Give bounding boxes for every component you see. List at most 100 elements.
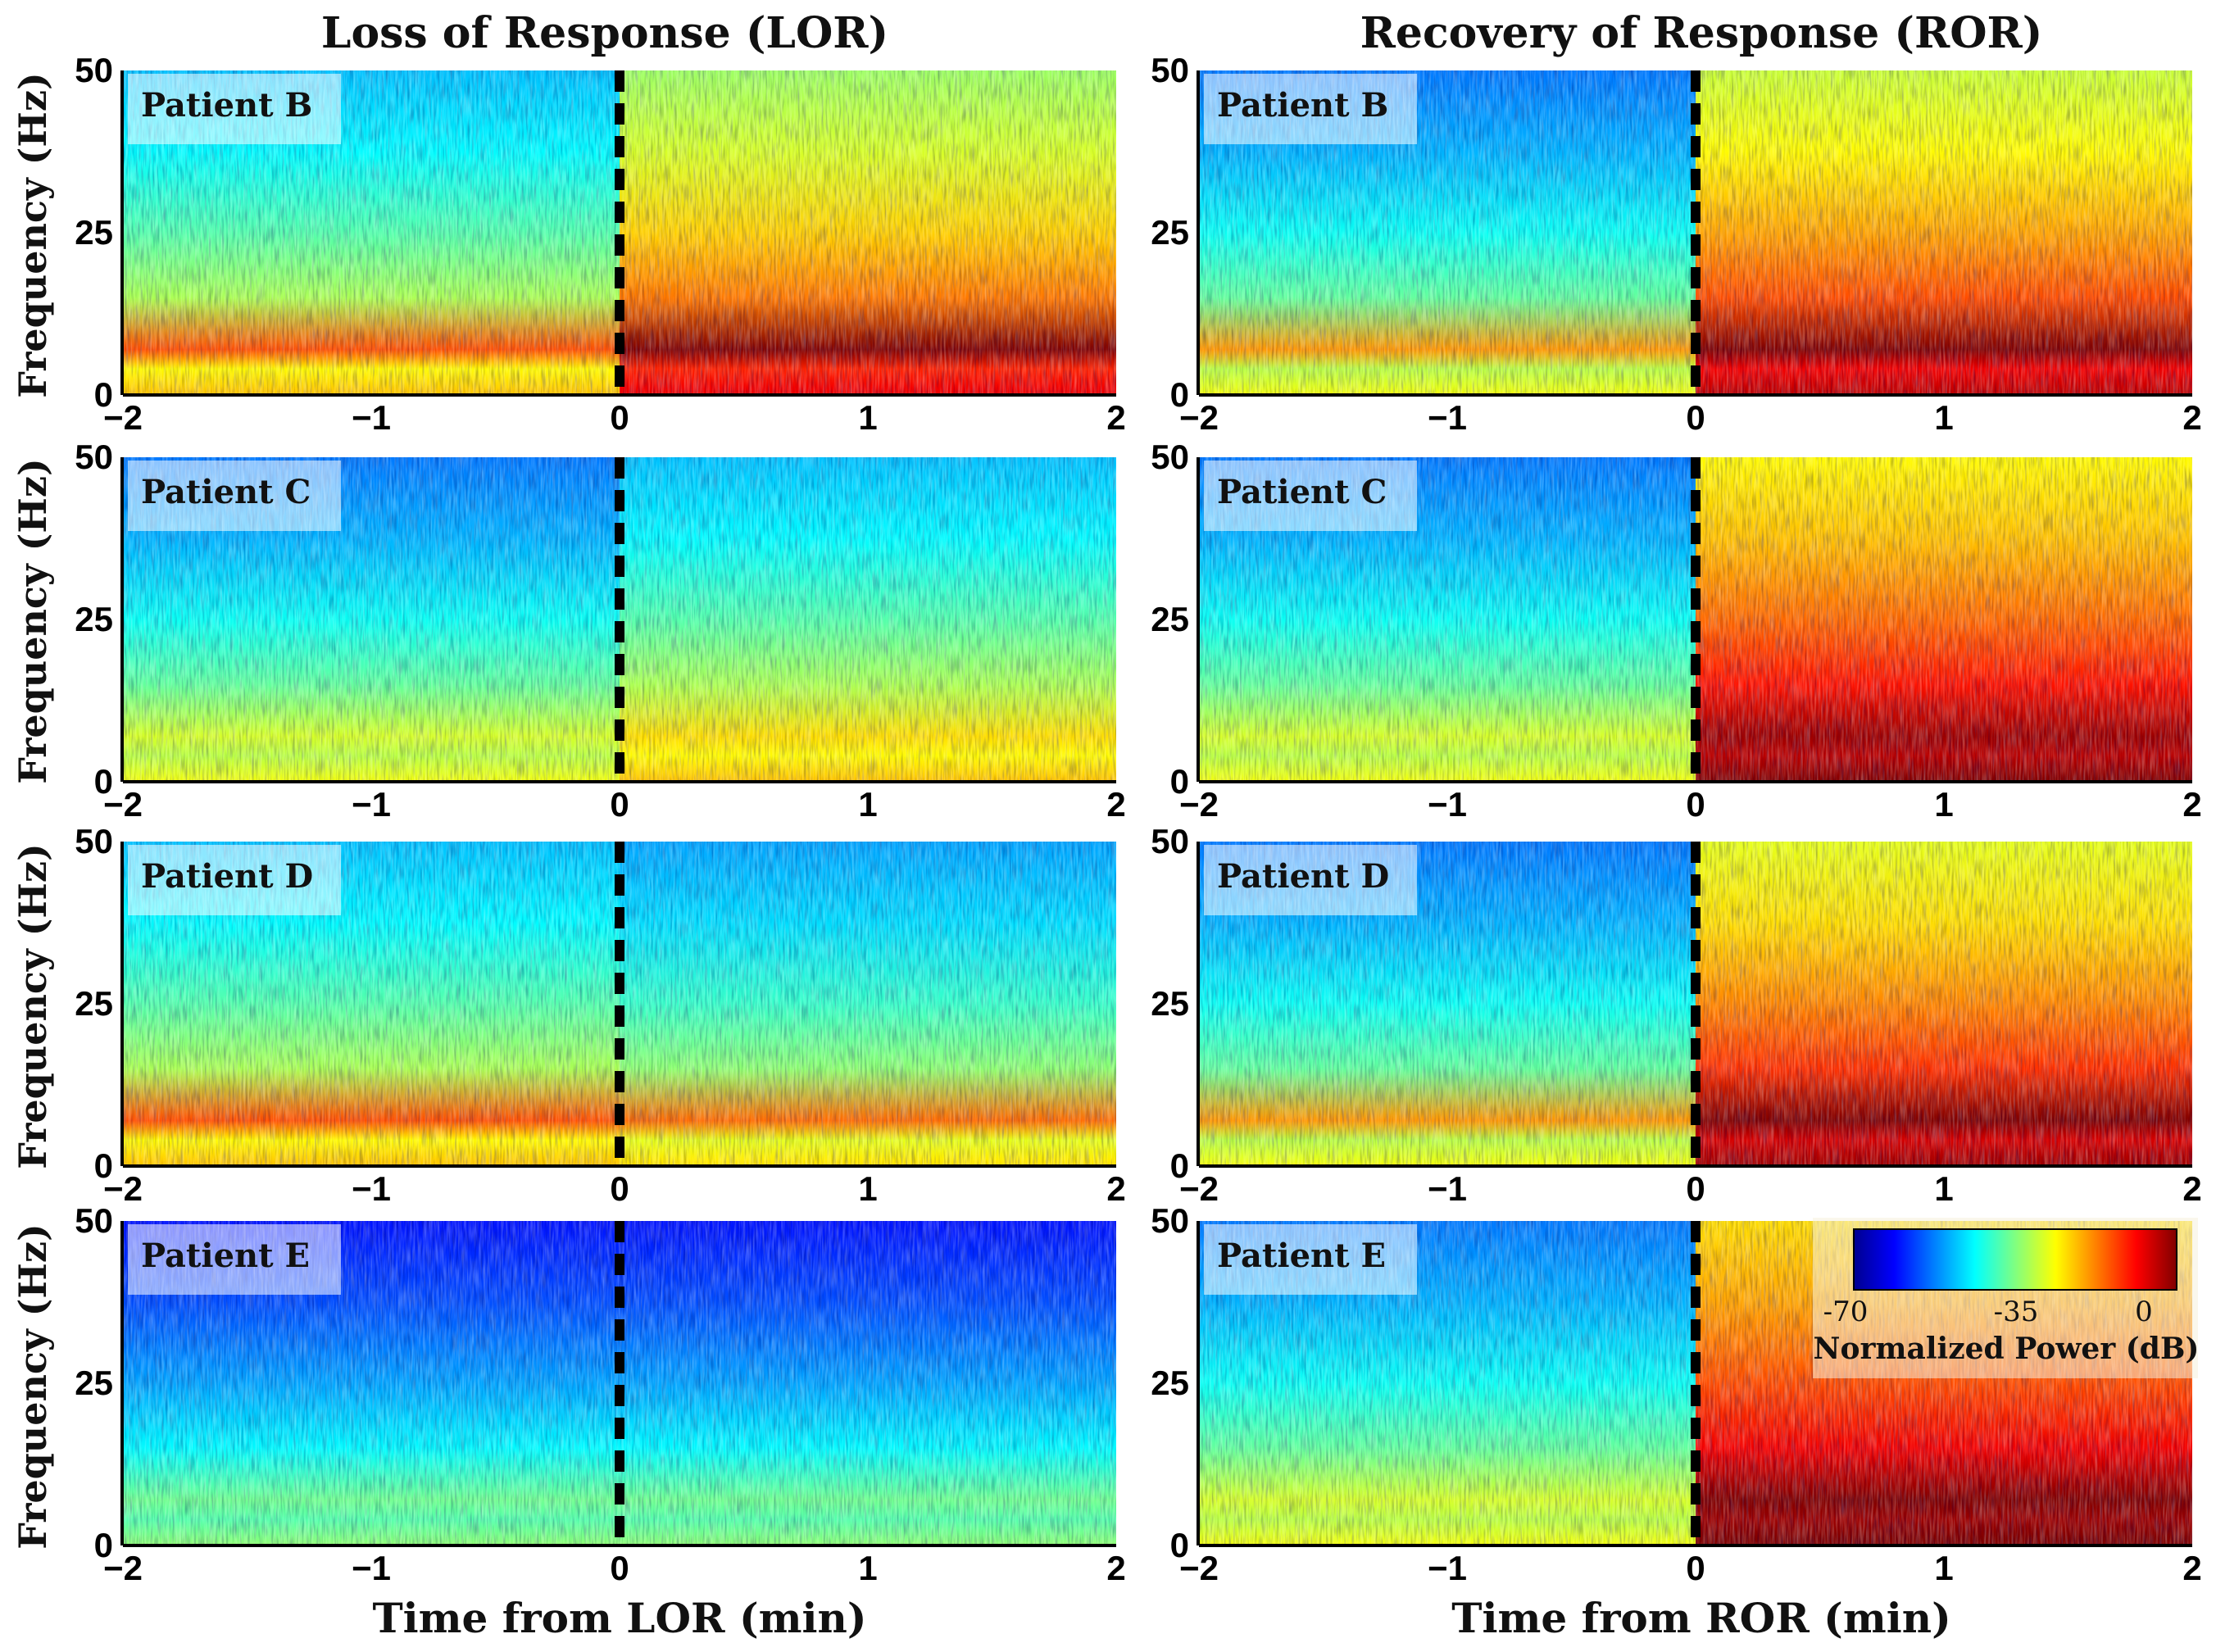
y-axis-line bbox=[120, 70, 124, 395]
x-tick-label: 1 bbox=[858, 1549, 877, 1587]
colorbar-gradient bbox=[1853, 1228, 2177, 1291]
y-tick-label: 25 bbox=[75, 1364, 113, 1402]
y-tick-label: 50 bbox=[1151, 438, 1189, 476]
y-tick-label: 50 bbox=[1151, 1201, 1189, 1240]
panel-patient-e-ror: Patient E 0 25 50 −2 −1 0 1 2 bbox=[1151, 1201, 2201, 1587]
colorbar-title: Normalized Power (dB) bbox=[1814, 1332, 2200, 1366]
colorbar-mid-label: -35 bbox=[1994, 1296, 2039, 1328]
patient-label-patient-d-lor: Patient D bbox=[141, 857, 313, 896]
patient-label-box bbox=[1204, 845, 1417, 915]
panel-patient-c-lor: Patient C 0 25 50 −2 −1 0 1 2 bbox=[75, 438, 1125, 824]
y-axis-line bbox=[120, 1221, 124, 1545]
x-tick-label: −1 bbox=[1428, 1169, 1467, 1208]
x-tick-label: 2 bbox=[2182, 1549, 2201, 1587]
x-axis-line bbox=[1199, 1164, 2192, 1168]
x-tick-label: −2 bbox=[103, 398, 143, 437]
x-tick-label: 0 bbox=[610, 398, 629, 437]
patient-label-patient-d-ror: Patient D bbox=[1217, 857, 1389, 896]
y-tick-label: 0 bbox=[1170, 1526, 1189, 1564]
x-tick-label: −2 bbox=[103, 785, 143, 824]
panel-patient-e-lor: Patient E 0 25 50 −2 −1 0 1 2 bbox=[75, 1201, 1125, 1587]
x-tick-label: −1 bbox=[352, 398, 391, 437]
x-tick-label: 2 bbox=[1106, 398, 1125, 437]
y-tick-label: 50 bbox=[1151, 51, 1189, 89]
y-tick-label: 50 bbox=[75, 822, 113, 860]
x-tick-label: 1 bbox=[1934, 398, 1953, 437]
x-tick-label: 0 bbox=[1686, 1549, 1705, 1587]
ylabel-row-3: Frequency (Hz) bbox=[11, 843, 55, 1169]
x-tick-label: 1 bbox=[858, 785, 877, 824]
y-tick-label: 25 bbox=[1151, 600, 1189, 638]
panel-patient-d-lor: Patient D 0 25 50 −2 −1 0 1 2 bbox=[75, 822, 1125, 1208]
ylabel-row-2: Frequency (Hz) bbox=[11, 458, 55, 784]
y-tick-label: 0 bbox=[94, 375, 113, 414]
left-x-axis-label: Time from LOR (min) bbox=[372, 1594, 866, 1642]
patient-label-patient-e-ror: Patient E bbox=[1217, 1237, 1386, 1275]
y-tick-label: 0 bbox=[1170, 762, 1189, 801]
x-tick-label: 2 bbox=[1106, 1549, 1125, 1587]
x-tick-label: 0 bbox=[1686, 398, 1705, 437]
patient-label-box bbox=[128, 845, 341, 915]
x-tick-label: 0 bbox=[1686, 1169, 1705, 1208]
x-tick-label: 0 bbox=[610, 1169, 629, 1208]
x-tick-label: −2 bbox=[103, 1169, 143, 1208]
y-tick-label: 0 bbox=[94, 1526, 113, 1564]
y-axis-labels: Frequency (Hz) Frequency (Hz) Frequency … bbox=[11, 72, 55, 1550]
x-tick-label: 2 bbox=[2182, 1169, 2201, 1208]
y-tick-label: 25 bbox=[75, 600, 113, 638]
x-tick-label: 0 bbox=[610, 785, 629, 824]
y-tick-label: 50 bbox=[75, 51, 113, 89]
y-tick-label: 50 bbox=[75, 1201, 113, 1240]
x-axis-line bbox=[1199, 780, 2192, 783]
x-tick-label: 2 bbox=[1106, 1169, 1125, 1208]
ylabel-row-4: Frequency (Hz) bbox=[11, 1223, 55, 1550]
patient-label-box bbox=[1204, 1224, 1417, 1295]
y-tick-label: 0 bbox=[94, 1146, 113, 1185]
patient-label-patient-b-ror: Patient B bbox=[1217, 86, 1388, 125]
y-tick-label: 25 bbox=[75, 984, 113, 1023]
y-tick-label: 0 bbox=[1170, 1146, 1189, 1185]
right-column-title: Recovery of Response (ROR) bbox=[1360, 8, 2043, 58]
y-tick-label: 50 bbox=[1151, 822, 1189, 860]
x-tick-label: −2 bbox=[1179, 398, 1219, 437]
y-axis-line bbox=[1197, 457, 1200, 782]
x-tick-label: −1 bbox=[352, 785, 391, 824]
x-tick-label: 2 bbox=[2182, 398, 2201, 437]
x-tick-label: 1 bbox=[858, 398, 877, 437]
patient-label-box bbox=[128, 1224, 341, 1295]
colorbar-min-label: -70 bbox=[1823, 1296, 1869, 1328]
y-tick-label: 25 bbox=[1151, 213, 1189, 252]
x-tick-label: −2 bbox=[1179, 785, 1219, 824]
patient-label-box bbox=[1204, 461, 1417, 531]
x-tick-label: 1 bbox=[1934, 1169, 1953, 1208]
left-column-title: Loss of Response (LOR) bbox=[321, 8, 888, 58]
x-tick-label: −2 bbox=[103, 1549, 143, 1587]
x-tick-label: 1 bbox=[1934, 1549, 1953, 1587]
x-tick-label: −1 bbox=[1428, 1549, 1467, 1587]
y-tick-label: 25 bbox=[1151, 984, 1189, 1023]
panel-patient-b-ror: Patient B 0 25 50 −2 −1 0 1 2 bbox=[1151, 51, 2201, 437]
x-tick-label: 0 bbox=[1686, 785, 1705, 824]
x-tick-label: −1 bbox=[1428, 398, 1467, 437]
y-tick-label: 50 bbox=[75, 438, 113, 476]
x-tick-label: −1 bbox=[352, 1549, 391, 1587]
y-axis-line bbox=[120, 457, 124, 782]
x-axis-line bbox=[123, 1164, 1116, 1168]
x-tick-label: 0 bbox=[610, 1549, 629, 1587]
x-tick-label: −1 bbox=[1428, 785, 1467, 824]
y-tick-label: 0 bbox=[1170, 375, 1189, 414]
x-tick-label: 2 bbox=[2182, 785, 2201, 824]
x-axis-line bbox=[123, 1544, 1116, 1547]
patient-label-box bbox=[128, 461, 341, 531]
y-tick-label: 0 bbox=[94, 762, 113, 801]
y-axis-line bbox=[120, 842, 124, 1166]
y-axis-line bbox=[1197, 842, 1200, 1166]
patient-label-patient-b-lor: Patient B bbox=[141, 86, 312, 125]
x-tick-label: 1 bbox=[1934, 785, 1953, 824]
x-tick-label: 1 bbox=[858, 1169, 877, 1208]
x-axis-line bbox=[1199, 1544, 2192, 1547]
patient-label-box bbox=[128, 74, 341, 144]
patient-label-box bbox=[1204, 74, 1417, 144]
